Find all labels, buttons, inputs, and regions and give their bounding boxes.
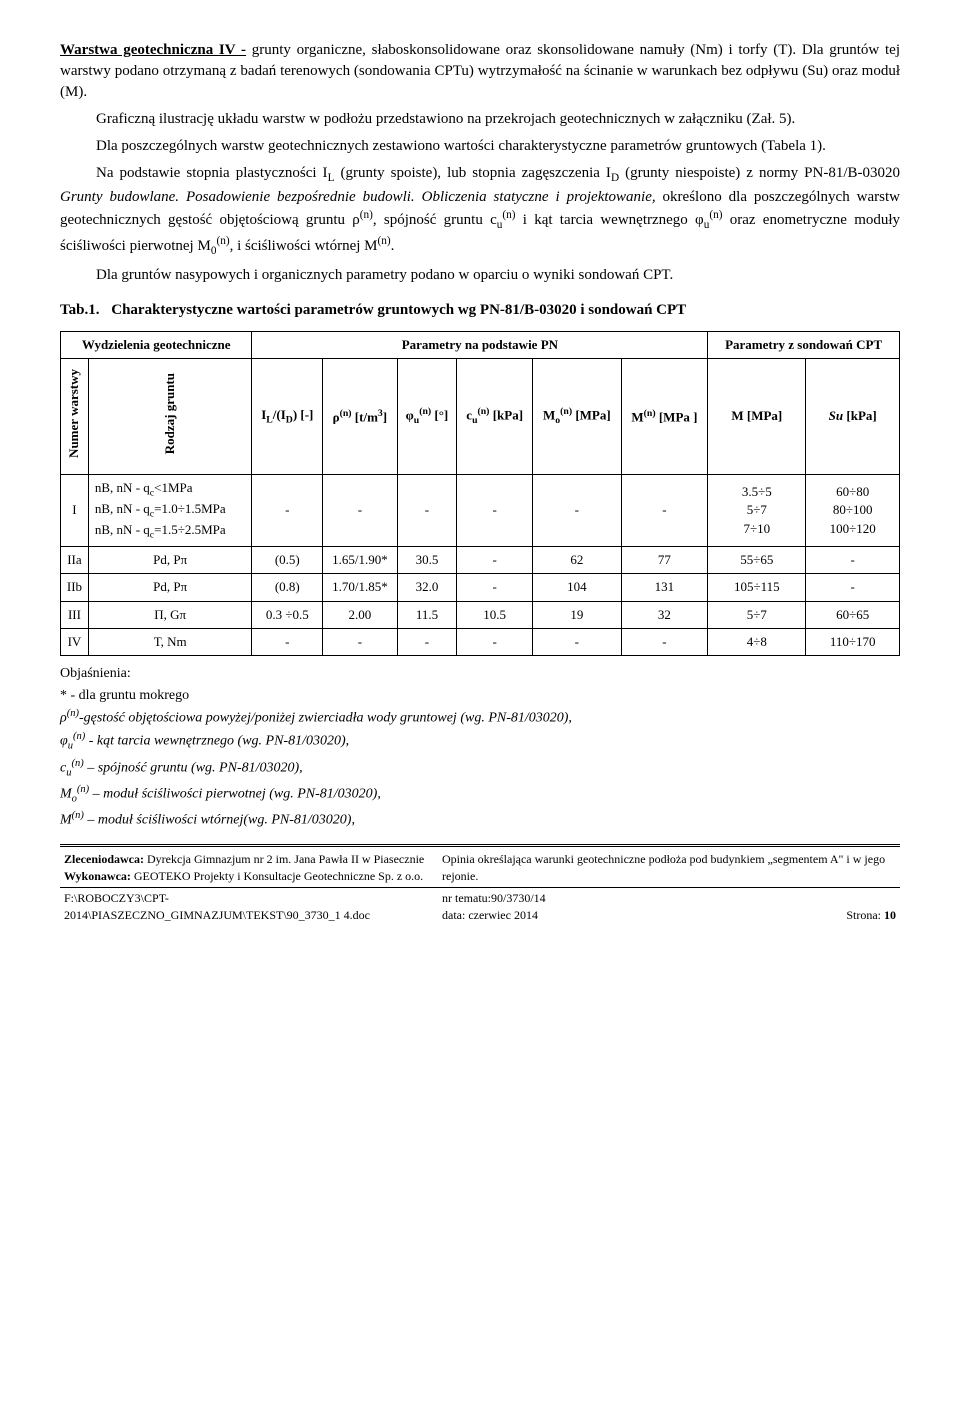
expl-rho: ρ(n)-gęstość objętościowa powyżej/poniże… xyxy=(60,707,900,728)
expl-title: Objaśnienia: xyxy=(60,664,900,684)
expl-star: * - dla gruntu mokrego xyxy=(60,686,900,706)
footer-zleceniodawca: Zleceniodawca: Dyrekcja Gimnazjum nr 2 i… xyxy=(60,849,438,887)
col-su: Su [kPa] xyxy=(806,359,900,474)
grp-cpt: Parametry z sondowań CPT xyxy=(708,332,900,359)
expl-phi: φu(n) - kąt tarcia wewnętrznego (wg. PN-… xyxy=(60,730,900,754)
table-column-header: Numer warstwy Rodzaj gruntu IL/(ID) [-] … xyxy=(61,359,900,474)
row0-su: 60÷80 80÷100 100÷120 xyxy=(806,474,900,547)
page-footer: Zleceniodawca: Dyrekcja Gimnazjum nr 2 i… xyxy=(60,844,900,925)
col-phi: φu(n) [°] xyxy=(397,359,457,474)
expl-mo: Mo(n) – moduł ściśliwości pierwotnej (wg… xyxy=(60,783,900,807)
paragraph-cpt: Dla gruntów nasypowych i organicznych pa… xyxy=(60,265,900,286)
col-mn: M(n) [MPa ] xyxy=(621,359,708,474)
table-row: I nB, nN - qc<1MPa nB, nN - qc=1.0÷1.5MP… xyxy=(61,474,900,547)
row0-grunt: nB, nN - qc<1MPa nB, nN - qc=1.0÷1.5MPa … xyxy=(88,474,252,547)
table-row: IIb Pd, Pπ (0.8) 1.70/1.85* 32.0 - 104 1… xyxy=(61,574,900,601)
expl-cu: cu(n) – spójność gruntu (wg. PN-81/03020… xyxy=(60,757,900,781)
col-mo: Mo(n) [MPa] xyxy=(533,359,622,474)
col-cu: cu(n) [kPa] xyxy=(457,359,533,474)
table-row: IV T, Nm - - - - - - 4÷8 110÷170 xyxy=(61,628,900,655)
col-m: M [MPa] xyxy=(708,359,806,474)
col-numer: Numer warstwy xyxy=(61,359,89,474)
table-row: IIa Pd, Pπ (0.5) 1.65/1.90* 30.5 - 62 77… xyxy=(61,547,900,574)
explanations: Objaśnienia: * - dla gruntu mokrego ρ(n)… xyxy=(60,664,900,830)
layer4-head: Warstwa geotechniczna IV - xyxy=(60,42,246,58)
grp-wydz: Wydzielenia geotechniczne xyxy=(61,332,252,359)
grp-pn: Parametry na podstawie PN xyxy=(252,332,708,359)
table-group-header: Wydzielenia geotechniczne Parametry na p… xyxy=(61,332,900,359)
col-rodzaj: Rodzaj gruntu xyxy=(88,359,252,474)
parameters-table: Wydzielenia geotechniczne Parametry na p… xyxy=(60,331,900,656)
table-row: III Π, Gπ 0.3 ÷0.5 2.00 11.5 10.5 19 32 … xyxy=(61,601,900,628)
footer-meta: nr tematu:90/3730/14 data: czerwiec 2014… xyxy=(438,887,900,925)
row0-m: 3.5÷5 5÷7 7÷10 xyxy=(708,474,806,547)
table-caption: Tab.1. Charakterystyczne wartości parame… xyxy=(60,300,900,321)
footer-opinia: Opinia określająca warunki geotechniczne… xyxy=(438,849,900,887)
expl-mn: M(n) – moduł ściśliwości wtórnej(wg. PN-… xyxy=(60,809,900,830)
paragraph-basis: Na podstawie stopnia plastyczności IL (g… xyxy=(60,163,900,259)
footer-rule xyxy=(60,844,900,847)
footer-path: F:\ROBOCZY3\CPT-2014\PIASZECZNO_GIMNAZJU… xyxy=(60,887,438,925)
paragraph-graphic: Graficzną ilustrację układu warstw w pod… xyxy=(60,109,900,130)
col-il: IL/(ID) [-] xyxy=(252,359,323,474)
col-rho: ρ(n) [t/m3] xyxy=(323,359,398,474)
paragraph-layer4: Warstwa geotechniczna IV - grunty organi… xyxy=(60,40,900,103)
paragraph-layers: Dla poszczególnych warstw geotechnicznyc… xyxy=(60,136,900,157)
footer-table: Zleceniodawca: Dyrekcja Gimnazjum nr 2 i… xyxy=(60,849,900,925)
